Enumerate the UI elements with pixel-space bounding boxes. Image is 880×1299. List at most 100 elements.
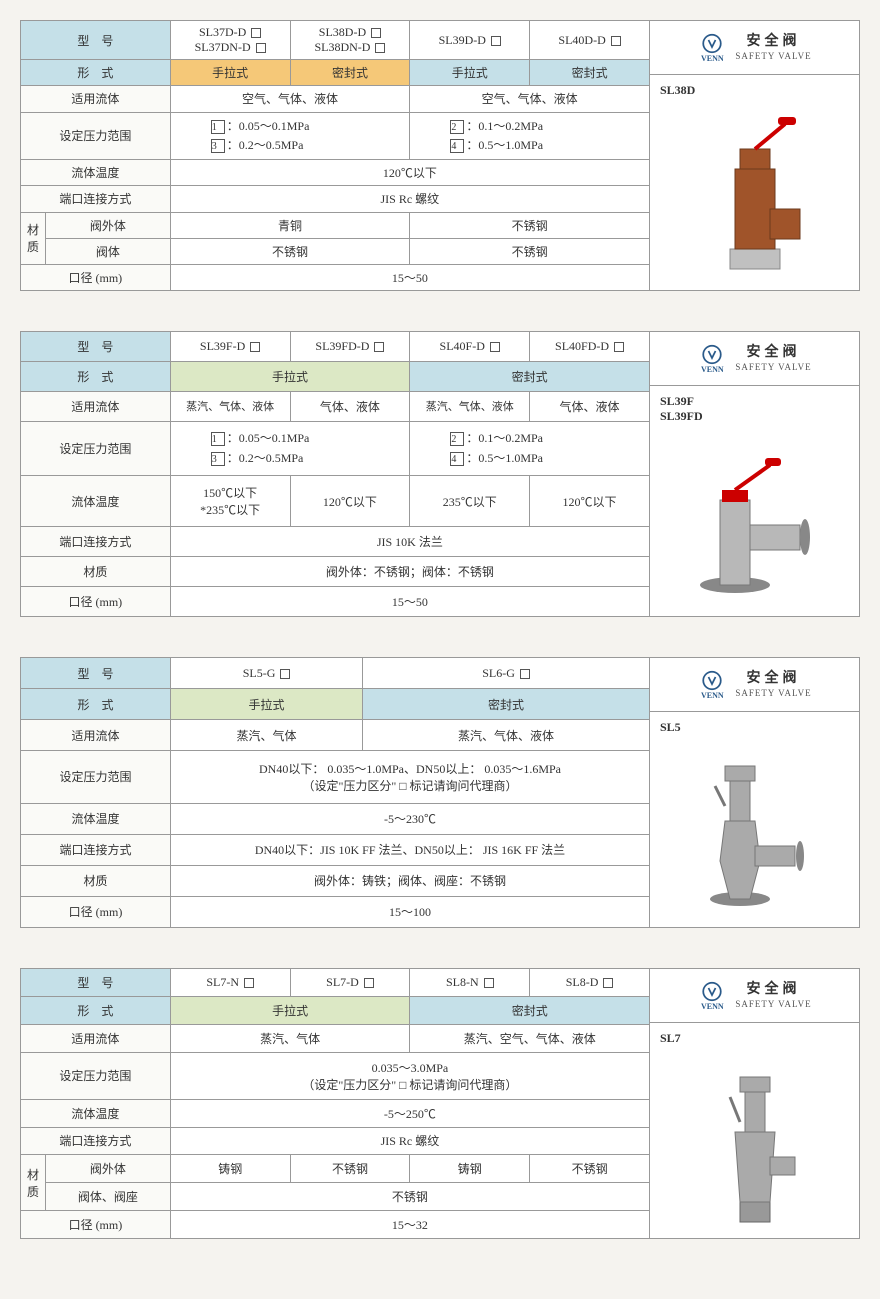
side-model: SL7 [656,1029,853,1048]
brand-header: VENN 安全阀SAFETY VALVE [650,21,859,75]
lbl-material: 材 质 [21,1155,46,1211]
model-cell: SL7-N [170,969,290,997]
brand-header: VENN 安全阀SAFETY VALVE [650,969,859,1023]
lbl-size: 口径 (mm) [21,587,171,617]
seat-cell: 不锈钢 [170,1183,649,1211]
lbl-temp: 流体温度 [21,1099,171,1127]
brand-cn: 安全阀 [735,33,811,51]
lbl-form: 形 式 [21,996,171,1024]
lbl-pressure: 设定压力范围 [21,112,171,160]
side-panel-1: VENN 安全阀SAFETY VALVE SL38D [650,20,860,291]
body-cell: 不锈钢 [410,212,650,238]
fluid-cell: 空气、气体、液体 [170,86,410,112]
pressure-cell: DN40以下： 0.035～1.0MPa、DN50以上： 0.035～1.6MP… [171,751,650,804]
lbl-model: 型 号 [21,21,171,60]
body-cell: 不锈钢 [290,1155,410,1183]
brand-cn: 安全阀 [735,981,811,999]
brand-en: SAFETY VALVE [735,688,811,700]
lbl-form: 形 式 [21,60,171,86]
product-image [656,430,853,610]
form-seal: 密封式 [290,60,410,86]
size-cell: 15～100 [171,896,650,927]
pressure-cell: 2：0.1～0.2MPa 4：0.5～1.0MPa [410,112,650,160]
fluid-cell: 蒸汽、气体、液体 [170,391,290,421]
form-seal: 密封式 [410,996,650,1024]
fluid-cell: 蒸汽、气体 [170,1024,410,1052]
side-model: SL39F SL39FD [656,392,853,426]
pressure-cell: 1：0.05～0.1MPa 3：0.2～0.5MPa [170,112,410,160]
lbl-material: 材质 [21,557,171,587]
side-panel-3: VENN 安全阀SAFETY VALVE SL5 [650,657,860,928]
lbl-material: 材质 [21,865,171,896]
brand-en: SAFETY VALVE [735,51,811,63]
venn-logo-icon: VENN [697,344,727,374]
form-seal: 密封式 [530,60,650,86]
lbl-pressure: 设定压力范围 [21,1052,171,1099]
form-hand: 手拉式 [170,60,290,86]
size-cell: 15～50 [170,264,649,290]
lbl-size: 口径 (mm) [21,1211,171,1239]
brand-en: SAFETY VALVE [735,362,811,374]
lbl-body: 阀外体 [46,212,171,238]
temp-cell: -5～230℃ [171,803,650,834]
size-cell: 15～32 [170,1211,649,1239]
section-4: 型 号 SL7-N SL7-D SL8-N SL8-D 形 式 手拉式 密封式 … [20,968,860,1239]
form-hand: 手拉式 [171,689,363,720]
side-panel-2: VENN 安全阀SAFETY VALVE SL39F SL39FD [650,331,860,617]
lbl-temp: 流体温度 [21,803,171,834]
temp-cell: -5～250℃ [170,1099,649,1127]
model-cell: SL39FD-D [290,332,410,362]
model-cell: SL40D-D [530,21,650,60]
body-cell: 不锈钢 [530,1155,650,1183]
model-cell: SL5-G [171,658,363,689]
fluid-cell: 蒸汽、空气、气体、液体 [410,1024,650,1052]
temp-cell: 150℃以下 *235℃以下 [170,476,290,527]
lbl-port: 端口连接方式 [21,186,171,212]
lbl-fluid: 适用流体 [21,86,171,112]
body-cell: 铸钢 [410,1155,530,1183]
mat-cell: 阀外体：铸铁；阀体、阀座：不锈钢 [171,865,650,896]
lbl-fluid: 适用流体 [21,391,171,421]
lbl-port: 端口连接方式 [21,1127,171,1155]
side-panel-4: VENN 安全阀SAFETY VALVE SL7 [650,968,860,1239]
product-image [656,1052,853,1232]
lbl-body: 阀外体 [46,1155,171,1183]
pressure-cell: 2：0.1～0.2MPa 4：0.5～1.0MPa [410,421,650,476]
lbl-size: 口径 (mm) [21,264,171,290]
lbl-port: 端口连接方式 [21,834,171,865]
form-hand: 手拉式 [410,60,530,86]
lbl-port: 端口连接方式 [21,527,171,557]
side-model: SL38D [656,81,853,100]
model-cell: SL8-N [410,969,530,997]
size-cell: 15～50 [170,587,649,617]
lbl-seat: 阀体、阀座 [46,1183,171,1211]
venn-logo-icon: VENN [697,981,727,1011]
section-3: 型 号 SL5-G SL6-G 形 式 手拉式 密封式 适用流体 蒸汽、气体 蒸… [20,657,860,928]
lbl-model: 型 号 [21,969,171,997]
product-image [656,104,853,284]
fluid-cell: 空气、气体、液体 [410,86,650,112]
lbl-pressure: 设定压力范围 [21,421,171,476]
model-cell: SL37D-D SL37DN-D [170,21,290,60]
venn-logo-icon: VENN [697,670,727,700]
spec-table-2: 型 号 SL39F-D SL39FD-D SL40F-D SL40FD-D 形 … [20,331,650,617]
lbl-temp: 流体温度 [21,476,171,527]
model-cell: SL8-D [530,969,650,997]
brand-cn: 安全阀 [735,344,811,362]
spec-table-4: 型 号 SL7-N SL7-D SL8-N SL8-D 形 式 手拉式 密封式 … [20,968,650,1239]
lbl-fluid: 适用流体 [21,720,171,751]
lbl-material: 材 质 [21,212,46,264]
port-cell: JIS Rc 螺纹 [170,1127,649,1155]
brand-en: SAFETY VALVE [735,999,811,1011]
form-hand: 手拉式 [170,361,410,391]
brand-header: VENN 安全阀SAFETY VALVE [650,332,859,386]
brand-header: VENN 安全阀SAFETY VALVE [650,658,859,712]
spec-table-3: 型 号 SL5-G SL6-G 形 式 手拉式 密封式 适用流体 蒸汽、气体 蒸… [20,657,650,928]
model-cell: SL40FD-D [530,332,650,362]
form-seal: 密封式 [363,689,650,720]
lbl-model: 型 号 [21,658,171,689]
product-image [656,741,853,921]
valve-cell: 不锈钢 [410,238,650,264]
brand-cn: 安全阀 [735,670,811,688]
model-cell: SL40F-D [410,332,530,362]
